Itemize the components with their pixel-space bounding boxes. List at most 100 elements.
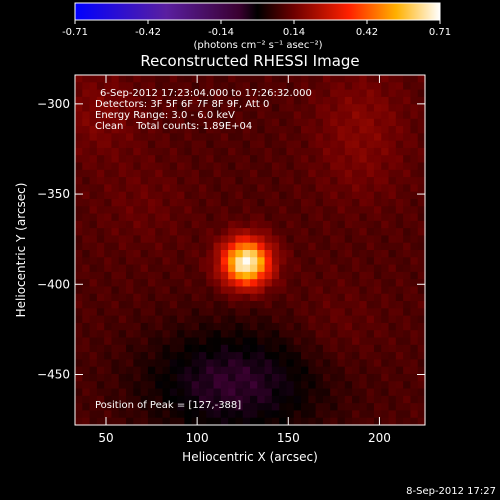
heatmap-cell — [381, 308, 390, 317]
heatmap-cell — [126, 322, 134, 331]
heatmap-cell — [403, 403, 412, 412]
heatmap-cell — [198, 264, 207, 273]
heatmap-cell — [322, 308, 331, 317]
heatmap-cell — [169, 126, 178, 134]
heatmap-cell — [155, 242, 164, 251]
heatmap-cell — [388, 395, 397, 404]
heatmap-cell — [184, 271, 193, 280]
heatmap-cell — [271, 388, 280, 397]
heatmap-cell — [264, 184, 273, 193]
heatmap-cell — [388, 344, 397, 353]
heatmap-cell — [118, 344, 127, 353]
heatmap-cell — [177, 293, 185, 302]
heatmap-cell — [213, 271, 222, 280]
heatmap-cell — [133, 359, 142, 368]
heatmap-cell — [184, 89, 193, 98]
heatmap-cell — [366, 322, 375, 331]
heatmap-cell — [126, 410, 134, 419]
heatmap-cell — [213, 191, 222, 200]
heatmap-cell — [410, 126, 419, 134]
heatmap-cell — [177, 366, 185, 375]
heatmap-cell — [257, 198, 266, 207]
heatmap-cell — [366, 286, 375, 295]
heatmap-cell — [344, 366, 353, 375]
heatmap-cell — [301, 184, 309, 193]
heatmap-cell — [403, 111, 412, 120]
heatmap-cell — [359, 118, 368, 127]
heatmap-cell — [191, 330, 200, 339]
heatmap-cell — [96, 133, 105, 142]
heatmap-cell — [177, 155, 185, 164]
heatmap-cell — [147, 257, 156, 266]
heatmap-cell — [315, 417, 324, 426]
heatmap-cell — [228, 373, 237, 382]
heatmap-cell — [111, 293, 120, 302]
heatmap-cell — [111, 228, 120, 237]
heatmap-cell — [89, 337, 98, 346]
heatmap-cell — [213, 373, 222, 382]
heatmap-cell — [198, 75, 207, 83]
heatmap-cell — [308, 337, 317, 346]
heatmap-cell — [359, 169, 368, 178]
heatmap-cell — [133, 395, 142, 404]
heatmap-cell — [264, 162, 273, 171]
heatmap-cell — [301, 228, 309, 237]
heatmap-cell — [301, 169, 309, 178]
heatmap-cell — [315, 395, 324, 404]
heatmap-cell — [126, 198, 134, 207]
heatmap-cell — [228, 279, 237, 288]
heatmap-cell — [279, 228, 288, 237]
heatmap-cell — [89, 403, 98, 412]
heatmap-cell — [89, 162, 98, 171]
heatmap-cell — [155, 96, 164, 105]
heatmap-cell — [250, 96, 258, 105]
heatmap-cell — [191, 140, 200, 149]
heatmap-cell — [89, 264, 98, 273]
heatmap-cell — [264, 228, 273, 237]
heatmap-cell — [322, 198, 331, 207]
heatmap-cell — [308, 177, 317, 185]
heatmap-cell — [111, 279, 120, 288]
x-tick-label: 100 — [186, 431, 209, 445]
heatmap-cell — [235, 191, 244, 200]
heatmap-cell — [235, 220, 244, 229]
heatmap-cell — [293, 250, 302, 258]
heatmap-cell — [126, 257, 134, 266]
heatmap-cell — [373, 118, 382, 127]
heatmap-cell — [381, 75, 390, 83]
heatmap-cell — [213, 359, 222, 368]
heatmap-cell — [271, 293, 280, 302]
heatmap-cell — [279, 395, 288, 404]
heatmap-cell — [118, 264, 127, 273]
colorbar-frame — [74, 2, 441, 21]
heatmap-cell — [104, 286, 113, 295]
heatmap-cell — [337, 111, 346, 120]
heatmap-cell — [126, 213, 134, 222]
heatmap-cell — [96, 330, 105, 339]
heatmap-cell — [395, 322, 404, 331]
heatmap-cell — [359, 257, 368, 266]
heatmap-cell — [330, 301, 339, 309]
heatmap-cell — [417, 403, 426, 412]
heatmap-cell — [96, 184, 105, 193]
heatmap-cell — [220, 184, 229, 193]
heatmap-cell — [322, 242, 331, 251]
heatmap-cell — [213, 395, 222, 404]
heatmap-cell — [417, 184, 426, 193]
heatmap-cell — [220, 279, 229, 288]
heatmap-cell — [89, 271, 98, 280]
heatmap-cell — [352, 301, 360, 309]
heatmap-cell — [373, 191, 382, 200]
heatmap-cell — [228, 322, 237, 331]
heatmap-cell — [133, 82, 142, 91]
heatmap-cell — [366, 352, 375, 360]
heatmap-cell — [366, 373, 375, 382]
heatmap-cell — [410, 322, 419, 331]
heatmap-cell — [373, 250, 382, 258]
heatmap-cell — [133, 293, 142, 302]
heatmap-cell — [359, 133, 368, 142]
heatmap-cell — [96, 403, 105, 412]
heatmap-cell — [228, 308, 237, 317]
heatmap-cell — [228, 206, 237, 215]
heatmap-cell — [417, 388, 426, 397]
